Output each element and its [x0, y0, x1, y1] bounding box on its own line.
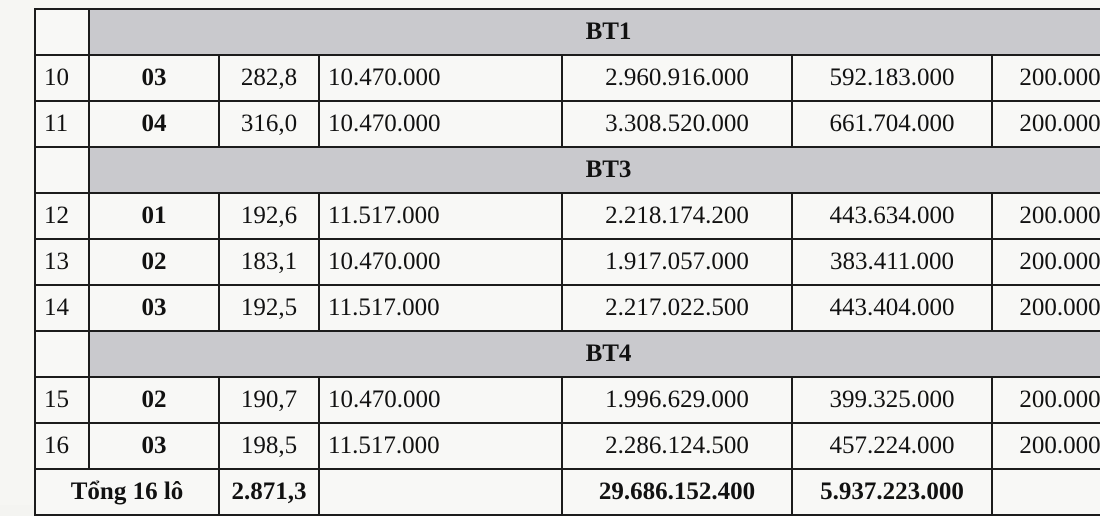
- area-value: 282,8: [218, 54, 320, 102]
- lot-number: 03: [88, 54, 220, 102]
- row-index: 13: [34, 238, 90, 286]
- land-lot-table: BT1 10 03 282,8 10.470.000 2.960.916.000…: [34, 8, 1100, 516]
- lot-number: 02: [88, 376, 220, 424]
- deposit-amount: 457.224.000: [791, 422, 993, 470]
- lot-number: 03: [88, 284, 220, 332]
- row-index: 10: [34, 54, 90, 102]
- row-index: 14: [34, 284, 90, 332]
- total-deposit-sum: 5.937.223.000: [791, 468, 993, 516]
- lot-number: 01: [88, 192, 220, 240]
- total-unit-price-empty: [318, 468, 563, 516]
- group-label: BT3: [87, 146, 1100, 194]
- lot-number: 02: [88, 238, 220, 286]
- deposit-amount: 399.325.000: [791, 376, 993, 424]
- row-index: 12: [34, 192, 90, 240]
- total-price: 1.996.629.000: [561, 376, 793, 424]
- unit-price: 11.517.000: [318, 192, 563, 240]
- total-price: 2.960.916.000: [561, 54, 793, 102]
- group-header-row: BT3: [34, 146, 1100, 194]
- unit-price: 11.517.000: [318, 284, 563, 332]
- unit-price: 10.470.000: [318, 100, 563, 148]
- deposit-amount: 383.411.000: [791, 238, 993, 286]
- group-label: BT4: [87, 330, 1100, 378]
- table-row: 14 03 192,5 11.517.000 2.217.022.500 443…: [34, 284, 1100, 332]
- total-price: 1.917.057.000: [561, 238, 793, 286]
- area-value: 192,6: [218, 192, 320, 240]
- unit-price: 11.517.000: [318, 422, 563, 470]
- group-header-blank-cell: [34, 146, 90, 194]
- area-value: 190,7: [218, 376, 320, 424]
- total-label: Tổng 16 lô: [34, 468, 220, 516]
- total-price: 2.286.124.500: [561, 422, 793, 470]
- total-area: 2.871,3: [218, 468, 320, 516]
- table-row: 12 01 192,6 11.517.000 2.218.174.200 443…: [34, 192, 1100, 240]
- deposit-amount: 661.704.000: [791, 100, 993, 148]
- fee-amount: 200.000: [990, 422, 1100, 470]
- group-header-blank-cell: [34, 330, 90, 378]
- area-value: 316,0: [218, 100, 320, 148]
- unit-price: 10.470.000: [318, 376, 563, 424]
- fee-amount: 200.000: [990, 100, 1100, 148]
- lot-number: 03: [88, 422, 220, 470]
- total-price-sum: 29.686.152.400: [561, 468, 793, 516]
- area-value: 192,5: [218, 284, 320, 332]
- deposit-amount: 443.404.000: [791, 284, 993, 332]
- deposit-amount: 592.183.000: [791, 54, 993, 102]
- fee-amount: 200.000: [990, 192, 1100, 240]
- document-page: BT1 10 03 282,8 10.470.000 2.960.916.000…: [34, 8, 1100, 516]
- fee-amount: 200.000: [990, 54, 1100, 102]
- total-row: Tổng 16 lô 2.871,3 29.686.152.400 5.937.…: [34, 468, 1100, 516]
- table-row: 15 02 190,7 10.470.000 1.996.629.000 399…: [34, 376, 1100, 424]
- fee-amount: 200.000: [990, 376, 1100, 424]
- table-row: 11 04 316,0 10.470.000 3.308.520.000 661…: [34, 100, 1100, 148]
- table-body: BT1 10 03 282,8 10.470.000 2.960.916.000…: [34, 8, 1100, 516]
- area-value: 183,1: [218, 238, 320, 286]
- group-header-row: BT4: [34, 330, 1100, 378]
- row-index: 15: [34, 376, 90, 424]
- fee-amount: 200.000: [990, 238, 1100, 286]
- group-label: BT1: [87, 8, 1100, 56]
- total-price: 2.217.022.500: [561, 284, 793, 332]
- deposit-amount: 443.634.000: [791, 192, 993, 240]
- table-row: 10 03 282,8 10.470.000 2.960.916.000 592…: [34, 54, 1100, 102]
- table-row: 13 02 183,1 10.470.000 1.917.057.000 383…: [34, 238, 1100, 286]
- total-price: 2.218.174.200: [561, 192, 793, 240]
- group-header-blank-cell: [34, 8, 90, 56]
- row-index: 16: [34, 422, 90, 470]
- group-header-row: BT1: [34, 8, 1100, 56]
- total-price: 3.308.520.000: [561, 100, 793, 148]
- unit-price: 10.470.000: [318, 54, 563, 102]
- row-index: 11: [34, 100, 90, 148]
- lot-number: 04: [88, 100, 220, 148]
- unit-price: 10.470.000: [318, 238, 563, 286]
- area-value: 198,5: [218, 422, 320, 470]
- total-fee-empty: [990, 468, 1100, 516]
- fee-amount: 200.000: [990, 284, 1100, 332]
- table-row: 16 03 198,5 11.517.000 2.286.124.500 457…: [34, 422, 1100, 470]
